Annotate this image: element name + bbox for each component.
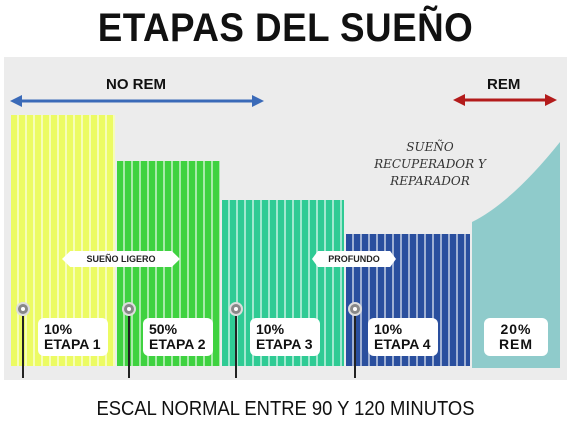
- stage-2-name: ETAPA 2: [149, 336, 206, 352]
- restorative-line-3: REPARADOR: [390, 174, 470, 188]
- rem-percent: 20%: [500, 321, 532, 337]
- light-sleep-label: SUEÑO LIGERO: [62, 251, 180, 267]
- restorative-line-1: SUEÑO: [406, 140, 454, 154]
- stage-1-name: ETAPA 1: [44, 336, 101, 352]
- rem-stage-label: 20% REM: [484, 318, 548, 356]
- restorative-sleep-text: SUEÑO RECUPERADOR Y REPARADOR: [360, 139, 500, 190]
- map-pin-icon: [228, 302, 244, 378]
- stage-1-label: 10% ETAPA 1: [38, 318, 108, 356]
- rem-double-arrow-icon: [453, 94, 557, 106]
- stage-1-percent: 10%: [44, 321, 73, 337]
- stage-4-name: ETAPA 4: [374, 336, 431, 352]
- deep-sleep-label: PROFUNDO: [312, 251, 396, 267]
- rem-name: REM: [498, 336, 534, 352]
- stage-2-percent: 50%: [149, 321, 178, 337]
- footer-caption: ESCAL NORMAL ENTRE 90 Y 120 MINUTOS: [96, 398, 475, 420]
- stage-3-name: ETAPA 3: [256, 336, 313, 352]
- map-pin-icon: [121, 302, 137, 378]
- stage-3-percent: 10%: [256, 321, 285, 337]
- map-pin-icon: [347, 302, 363, 378]
- stage-3-label: 10% ETAPA 3: [250, 318, 320, 356]
- stage-4-percent: 10%: [374, 321, 403, 337]
- rem-label: REM: [487, 76, 521, 93]
- nrem-label: NO REM: [106, 76, 166, 93]
- page-title: ETAPAS DEL SUEÑO: [97, 6, 474, 50]
- restorative-line-2: RECUPERADOR Y: [374, 157, 486, 171]
- stage-2-label: 50% ETAPA 2: [143, 318, 213, 356]
- map-pin-icon: [15, 302, 31, 378]
- nrem-double-arrow-icon: [10, 95, 264, 107]
- stage-4-label: 10% ETAPA 4: [368, 318, 438, 356]
- rem-area: [472, 142, 560, 368]
